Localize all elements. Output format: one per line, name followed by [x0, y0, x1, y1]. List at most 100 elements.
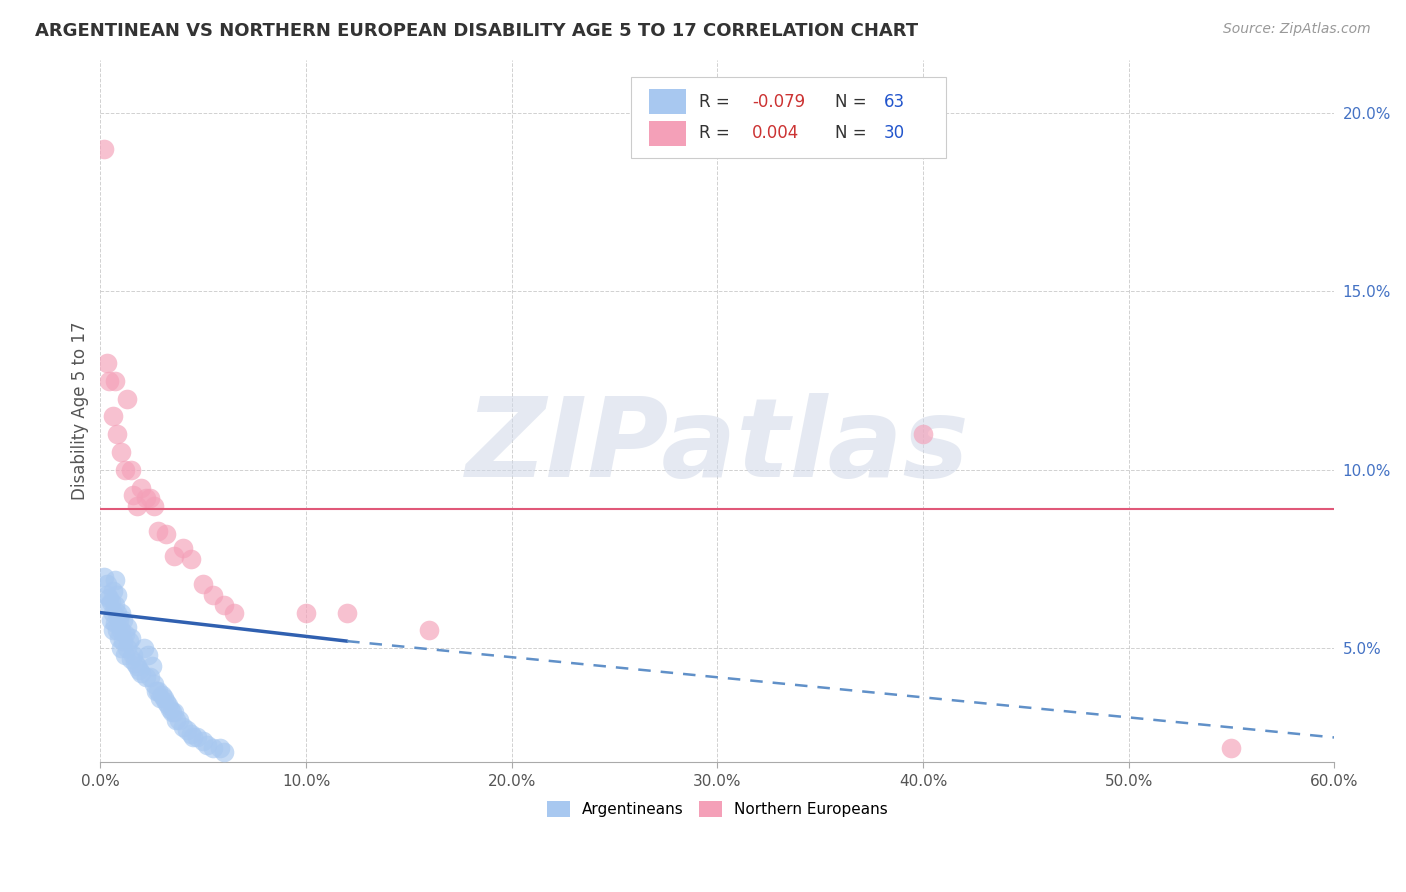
Point [110, 606, 132, 620]
Point [131, 481, 153, 495]
Point [145, 684, 167, 698]
FancyBboxPatch shape [631, 78, 946, 158]
Point [97, 591, 120, 606]
Point [195, 738, 218, 752]
Point [162, 706, 184, 720]
Point [122, 648, 145, 663]
Point [172, 541, 194, 556]
Point [163, 549, 186, 563]
Point [193, 734, 215, 748]
Point [202, 588, 225, 602]
Point [127, 659, 149, 673]
Point [108, 631, 131, 645]
Text: Source: ZipAtlas.com: Source: ZipAtlas.com [1223, 22, 1371, 37]
Point [418, 624, 440, 638]
Point [115, 392, 138, 406]
Y-axis label: Disability Age 5 to 17: Disability Age 5 to 17 [72, 322, 89, 500]
Point [212, 745, 235, 759]
Point [167, 713, 190, 727]
Point [101, 584, 124, 599]
Point [146, 684, 169, 698]
Point [153, 691, 176, 706]
Point [105, 606, 128, 620]
Point [122, 488, 145, 502]
Point [208, 741, 231, 756]
Point [104, 599, 127, 613]
Point [101, 606, 124, 620]
Point [115, 641, 138, 656]
Point [180, 727, 202, 741]
Point [212, 599, 235, 613]
Point [96, 356, 118, 370]
Point [101, 409, 124, 424]
Point [110, 445, 132, 459]
Text: ZIPatlas: ZIPatlas [465, 392, 969, 500]
Point [202, 741, 225, 756]
Point [96, 577, 118, 591]
Text: 63: 63 [884, 93, 905, 111]
Text: -0.079: -0.079 [752, 93, 806, 111]
Point [186, 731, 208, 745]
Point [111, 613, 134, 627]
Point [222, 606, 245, 620]
Point [120, 652, 142, 666]
Point [172, 720, 194, 734]
Point [97, 374, 120, 388]
Point [120, 463, 142, 477]
Point [110, 641, 132, 656]
Point [127, 499, 149, 513]
Point [120, 631, 142, 645]
Point [104, 574, 127, 588]
Point [93, 570, 115, 584]
Point [141, 659, 163, 673]
Point [100, 595, 122, 609]
Point [115, 620, 138, 634]
Point [131, 666, 153, 681]
Point [110, 624, 132, 638]
Point [155, 695, 177, 709]
Point [295, 606, 318, 620]
Bar [650, 121, 686, 146]
Point [104, 374, 127, 388]
Point [97, 599, 120, 613]
Point [105, 427, 128, 442]
Point [118, 634, 141, 648]
Point [135, 670, 157, 684]
Point [176, 723, 198, 738]
Point [132, 641, 155, 656]
Point [159, 702, 181, 716]
Point [135, 491, 157, 506]
Point [180, 552, 202, 566]
Text: N =: N = [835, 93, 872, 111]
Text: N =: N = [835, 124, 872, 143]
Point [155, 527, 177, 541]
Point [114, 627, 136, 641]
Point [114, 648, 136, 663]
Point [111, 634, 134, 648]
Text: R =: R = [699, 124, 735, 143]
Point [104, 616, 127, 631]
Point [105, 624, 128, 638]
Point [150, 688, 173, 702]
Text: 30: 30 [884, 124, 905, 143]
Point [100, 613, 122, 627]
Point [163, 706, 186, 720]
Legend: Argentineans, Northern Europeans: Argentineans, Northern Europeans [538, 794, 896, 825]
Point [1220, 741, 1243, 756]
Point [149, 691, 172, 706]
Point [165, 713, 187, 727]
Point [96, 588, 118, 602]
Point [138, 670, 160, 684]
Point [336, 606, 359, 620]
Bar [650, 89, 686, 113]
Point [193, 577, 215, 591]
Point [124, 656, 146, 670]
Point [157, 698, 180, 713]
Point [142, 677, 165, 691]
Point [105, 588, 128, 602]
Point [136, 648, 159, 663]
Point [128, 663, 150, 677]
Point [181, 731, 204, 745]
Point [93, 142, 115, 156]
Text: 0.004: 0.004 [752, 124, 799, 143]
